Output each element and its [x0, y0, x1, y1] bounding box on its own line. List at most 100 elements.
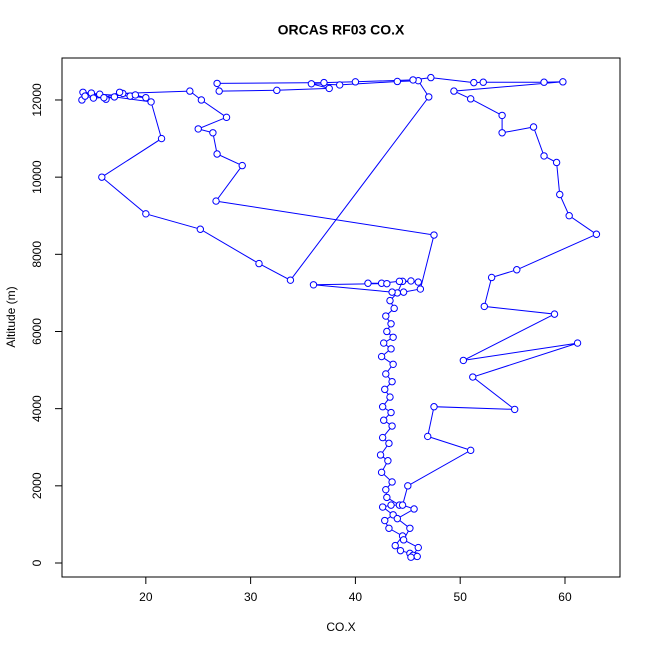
x-tick-label: 40: [349, 590, 363, 604]
x-tick-label: 30: [244, 590, 258, 604]
data-point: [550, 310, 559, 318]
data-point: [335, 81, 344, 89]
data-point: [383, 279, 391, 288]
data-point: [573, 339, 582, 347]
data-point: [382, 370, 390, 378]
y-tick-label: 12000: [30, 83, 44, 117]
data-point: [194, 125, 202, 133]
data-point: [430, 403, 438, 411]
data-point: [307, 80, 316, 88]
data-point: [480, 302, 488, 311]
data-point: [325, 84, 333, 93]
data-point: [382, 485, 390, 494]
data-point: [466, 95, 475, 103]
data-point: [406, 524, 414, 532]
data-point: [388, 422, 396, 430]
data-point: [212, 197, 220, 205]
data-point: [377, 468, 386, 477]
y-tick-label: 10000: [30, 160, 44, 194]
data-point: [413, 552, 421, 561]
data-point: [410, 505, 418, 513]
data-point: [196, 225, 205, 233]
data-point: [255, 259, 263, 268]
chart-title: ORCAS RF03 CO.X: [278, 22, 405, 38]
data-point: [399, 288, 408, 296]
data-point: [98, 173, 106, 181]
data-point: [388, 478, 396, 486]
data-point: [552, 158, 561, 167]
data-point: [378, 403, 387, 411]
data-point: [407, 553, 415, 561]
y-tick-label: 2000: [30, 472, 44, 499]
data-point: [386, 393, 394, 401]
data-point: [396, 546, 405, 555]
data-point: [384, 457, 392, 465]
data-point: [376, 451, 385, 459]
data-point: [380, 339, 388, 347]
data-point: [399, 536, 408, 544]
data-point: [209, 129, 217, 137]
y-tick-label: 6000: [30, 318, 44, 345]
data-point: [387, 345, 395, 353]
data-point: [147, 98, 155, 106]
data-point: [222, 113, 231, 122]
data-point: [238, 161, 246, 170]
y-axis-label: Altitude (m): [4, 286, 18, 347]
data-point: [424, 432, 432, 441]
data-point: [380, 416, 388, 424]
data-point: [459, 356, 468, 365]
data-point: [388, 288, 396, 296]
data-point: [89, 94, 98, 102]
data-point: [510, 405, 519, 414]
data-point: [414, 278, 422, 286]
data-point: [479, 78, 487, 86]
data-point: [387, 408, 395, 417]
data-point: [387, 320, 395, 328]
data-point: [100, 93, 108, 102]
data-point: [387, 501, 395, 509]
data-point: [395, 277, 404, 286]
x-tick-label: 50: [454, 590, 468, 604]
data-point: [197, 96, 206, 104]
data-point: [409, 76, 417, 84]
data-point: [286, 276, 295, 284]
data-point: [430, 231, 438, 239]
x-tick-label: 60: [558, 590, 572, 604]
data-point: [529, 123, 538, 131]
data-point: [386, 296, 394, 305]
data-point: [142, 210, 150, 218]
data-point: [110, 93, 119, 101]
data-point: [378, 503, 387, 511]
data-point: [427, 73, 435, 82]
data-point: [425, 93, 433, 101]
data-point: [393, 514, 402, 523]
data-point: [383, 493, 391, 502]
y-tick-label: 4000: [30, 395, 44, 422]
data-point: [390, 304, 398, 313]
data-point: [540, 152, 548, 160]
data-point: [378, 433, 387, 442]
data-point: [382, 312, 390, 320]
data-point: [450, 87, 458, 95]
data-point: [513, 266, 521, 274]
data-point: [592, 230, 601, 238]
data-point: [115, 88, 124, 96]
data-point: [320, 78, 328, 87]
data-point: [565, 212, 573, 220]
data-point: [498, 111, 506, 120]
data-point: [142, 93, 150, 102]
data-point: [186, 87, 194, 95]
data-point: [351, 78, 360, 86]
data-point: [416, 285, 425, 293]
data-point: [388, 377, 396, 386]
data-point: [385, 439, 393, 448]
data-point: [131, 91, 140, 99]
data-point: [381, 385, 389, 394]
data-point: [391, 541, 399, 550]
data-point: [385, 524, 393, 532]
data-point: [381, 516, 389, 525]
y-tick-label: 8000: [30, 241, 44, 268]
data-point: [469, 373, 477, 381]
